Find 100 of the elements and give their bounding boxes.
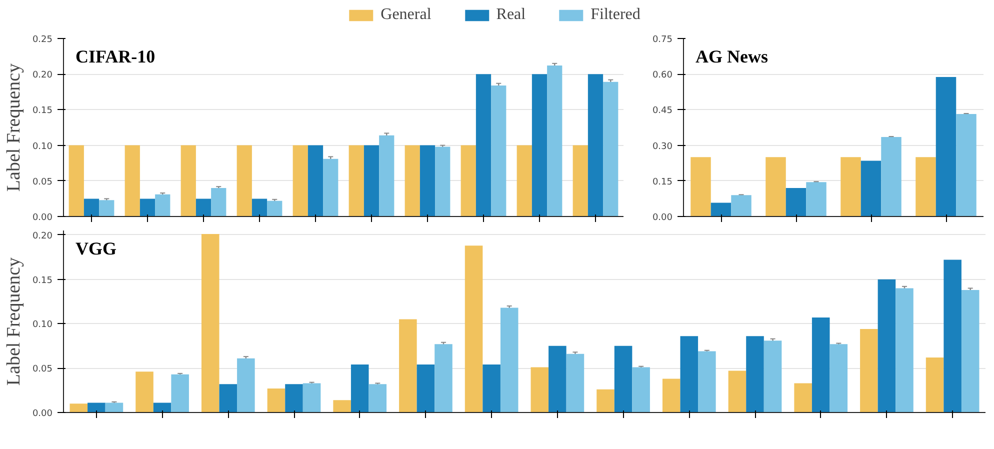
y-axis-title: Label Frequency xyxy=(3,62,24,192)
bar xyxy=(364,145,380,216)
bar xyxy=(881,136,902,216)
bar xyxy=(88,402,106,412)
y-tick-label: 0.10 xyxy=(32,320,53,330)
bar xyxy=(333,400,351,412)
bar xyxy=(68,145,84,216)
bar xyxy=(155,194,170,216)
bar xyxy=(572,145,588,216)
bar xyxy=(416,364,435,412)
chart-title: AG News xyxy=(696,46,768,66)
bar xyxy=(153,402,172,412)
bar xyxy=(746,336,764,412)
y-tick-label: 0.15 xyxy=(32,106,53,116)
bar xyxy=(348,145,364,216)
bar xyxy=(420,145,436,216)
bar xyxy=(614,346,632,412)
bar xyxy=(766,157,786,216)
bar xyxy=(731,195,752,216)
y-tick-label: 0.20 xyxy=(32,231,53,242)
bar xyxy=(812,318,830,412)
bar xyxy=(267,200,282,216)
bar xyxy=(956,114,976,216)
bar xyxy=(764,340,782,412)
bar xyxy=(961,290,980,412)
bar xyxy=(460,145,476,216)
bar xyxy=(171,374,189,412)
legend-label: Real xyxy=(496,6,526,24)
bar xyxy=(944,260,962,412)
bar xyxy=(180,145,196,216)
bar xyxy=(285,384,303,412)
bar xyxy=(105,402,124,412)
bar xyxy=(404,145,420,216)
bar xyxy=(936,76,956,216)
bar xyxy=(252,198,268,216)
y-tick-label: 0.75 xyxy=(652,35,673,45)
y-tick-label: 0.60 xyxy=(652,70,673,81)
bar xyxy=(547,66,562,216)
bar xyxy=(464,246,483,412)
bar xyxy=(878,279,896,412)
bar xyxy=(302,383,321,412)
bar xyxy=(916,157,936,216)
bar xyxy=(196,198,212,216)
bar xyxy=(690,157,711,216)
bar xyxy=(603,82,618,216)
bar xyxy=(794,383,812,412)
bar xyxy=(308,145,324,216)
bar xyxy=(482,364,500,412)
bar xyxy=(588,74,604,216)
legend-label: Filtered xyxy=(590,6,640,24)
bar xyxy=(698,351,716,412)
bar xyxy=(379,135,394,216)
chart-title: CIFAR-10 xyxy=(76,46,156,66)
bar xyxy=(662,378,680,412)
y-tick-label: 0.25 xyxy=(32,35,53,45)
bar xyxy=(532,74,548,216)
y-tick-label: 0.10 xyxy=(32,142,53,152)
bar xyxy=(323,158,338,216)
y-tick-label: 0.00 xyxy=(652,213,673,223)
bar xyxy=(806,182,826,216)
bar xyxy=(596,389,614,412)
bar xyxy=(896,288,914,412)
bar xyxy=(710,202,732,216)
bar xyxy=(926,357,944,412)
bar xyxy=(530,367,549,412)
bar xyxy=(84,198,100,216)
bar xyxy=(267,388,286,412)
y-tick-label: 0.30 xyxy=(652,142,673,152)
y-tick-label: 0.00 xyxy=(32,213,53,223)
legend-label: General xyxy=(380,6,432,24)
bar xyxy=(70,404,88,412)
bar xyxy=(211,188,226,216)
bar xyxy=(632,367,650,412)
bar xyxy=(350,364,369,412)
bar xyxy=(786,188,806,216)
bar xyxy=(99,200,114,216)
y-tick-label: 0.15 xyxy=(652,177,673,188)
bar xyxy=(476,74,492,216)
bar xyxy=(860,160,882,216)
bar xyxy=(124,145,140,216)
bar xyxy=(728,370,746,412)
bar xyxy=(435,146,450,216)
bar xyxy=(201,234,220,412)
bar xyxy=(136,372,154,412)
y-tick-label: 0.15 xyxy=(32,276,53,286)
y-axis-title: Label Frequency xyxy=(3,256,24,386)
bar xyxy=(548,346,566,412)
bar xyxy=(516,145,532,216)
bar xyxy=(140,198,156,216)
bar xyxy=(237,358,255,412)
bar xyxy=(500,308,518,412)
bar xyxy=(399,319,417,412)
y-tick-label: 0.45 xyxy=(652,106,673,116)
y-tick-label: 0.05 xyxy=(32,364,53,375)
y-tick-label: 0.20 xyxy=(32,70,53,81)
bar xyxy=(219,384,238,412)
bar xyxy=(368,384,387,412)
bar xyxy=(830,344,848,412)
bar xyxy=(840,157,861,216)
bar xyxy=(860,329,878,412)
